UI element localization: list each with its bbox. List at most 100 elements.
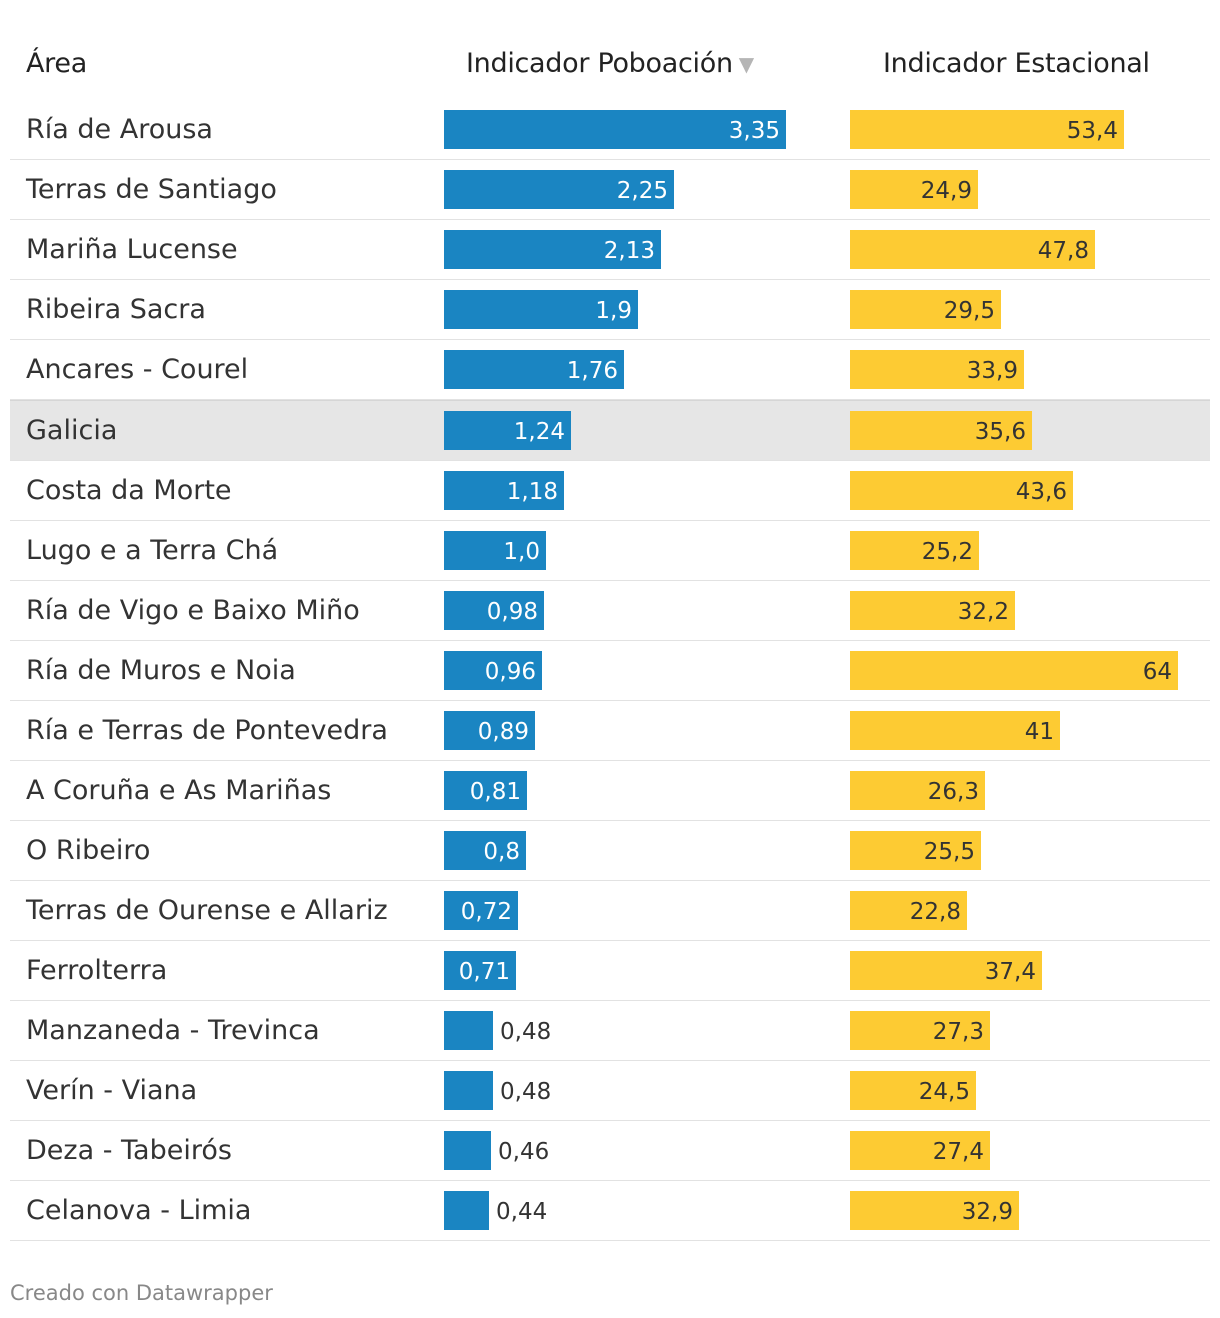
- table-row: Manzaneda - Trevinca 0,48 27,3: [10, 1001, 1210, 1061]
- poboacion-value-label: 0,48: [500, 1079, 552, 1105]
- estacional-bar: [850, 230, 1095, 269]
- table-row: Deza - Tabeirós 0,46 27,4: [10, 1121, 1210, 1181]
- column-header-area[interactable]: Área: [26, 48, 87, 79]
- estacional-bar: [850, 350, 1024, 389]
- estacional-value-label: 37,4: [984, 959, 1036, 985]
- poboacion-bar: [444, 591, 544, 630]
- poboacion-value-label: 1,9: [595, 298, 632, 324]
- poboacion-bar: [444, 1191, 489, 1230]
- poboacion-value-label: 1,0: [503, 539, 540, 565]
- area-name: Ría e Terras de Pontevedra: [26, 715, 388, 746]
- estacional-bar: [850, 411, 1032, 450]
- estacional-value-label: 24,9: [920, 178, 972, 204]
- table-row: Ribeira Sacra 1,9 29,5: [10, 280, 1210, 340]
- estacional-value-label: 32,2: [957, 599, 1009, 625]
- table-row: Mariña Lucense 2,13 47,8: [10, 220, 1210, 280]
- poboacion-bar: [444, 471, 564, 510]
- column-header-estacional[interactable]: Indicador Estacional: [883, 48, 1150, 79]
- table-row: Ancares - Courel 1,76 33,9: [10, 340, 1210, 400]
- poboacion-bar: [444, 350, 624, 389]
- estacional-value-label: 25,2: [921, 539, 973, 565]
- estacional-bar: [850, 1131, 990, 1170]
- poboacion-bar: [444, 1071, 493, 1110]
- estacional-value-label: 43,6: [1015, 479, 1067, 505]
- poboacion-value-label: 0,48: [500, 1019, 552, 1045]
- area-name: Ancares - Courel: [26, 354, 249, 385]
- table-row: Ría de Arousa 3,35 53,4: [10, 100, 1210, 160]
- estacional-value-label: 47,8: [1037, 238, 1089, 264]
- area-name: Terras de Ourense e Allariz: [26, 895, 388, 926]
- area-name: Verín - Viana: [26, 1075, 198, 1106]
- estacional-value-label: 35,6: [974, 419, 1026, 445]
- estacional-value-label: 26,3: [927, 779, 979, 805]
- poboacion-bar: [444, 110, 786, 149]
- poboacion-bar: [444, 651, 542, 690]
- poboacion-value-label: 1,24: [513, 419, 565, 445]
- poboacion-bar: [444, 831, 526, 870]
- estacional-value-label: 64: [1142, 659, 1172, 685]
- estacional-value-label: 24,5: [918, 1079, 970, 1105]
- estacional-value-label: 41: [1024, 719, 1054, 745]
- area-name: O Ribeiro: [26, 835, 151, 866]
- poboacion-bar: [444, 951, 516, 990]
- estacional-value-label: 25,5: [923, 839, 975, 865]
- poboacion-bar: [444, 170, 674, 209]
- table-row: Costa da Morte 1,18 43,6: [10, 461, 1210, 521]
- table-row: Galicia 1,24 35,6: [10, 400, 1210, 461]
- table-row: Terras de Ourense e Allariz 0,72 22,8: [10, 881, 1210, 941]
- table-row: Verín - Viana 0,48 24,5: [10, 1061, 1210, 1121]
- area-name: Lugo e a Terra Chá: [26, 535, 279, 566]
- estacional-bar: [850, 290, 1001, 329]
- poboacion-value-label: 0,72: [460, 899, 512, 925]
- area-name: Galicia: [26, 415, 118, 446]
- estacional-bar: [850, 531, 979, 570]
- area-name: Ría de Arousa: [26, 114, 213, 145]
- area-name: Terras de Santiago: [26, 174, 277, 205]
- poboacion-bar: [444, 711, 535, 750]
- poboacion-bar: [444, 230, 661, 269]
- poboacion-value-label: 0,44: [496, 1199, 548, 1225]
- poboacion-value-label: 0,96: [484, 659, 536, 685]
- estacional-value-label: 29,5: [943, 298, 995, 324]
- sort-descending-icon: ▼: [738, 52, 754, 76]
- poboacion-value-label: 3,35: [728, 118, 780, 144]
- poboacion-value-label: 0,81: [469, 779, 521, 805]
- poboacion-bar: [444, 891, 518, 930]
- estacional-value-label: 22,8: [909, 899, 961, 925]
- table-row: O Ribeiro 0,8 25,5: [10, 821, 1210, 881]
- estacional-value-label: 33,9: [966, 358, 1018, 384]
- poboacion-value-label: 0,71: [458, 959, 510, 985]
- poboacion-value-label: 1,18: [506, 479, 558, 505]
- datawrapper-credit: Creado con Datawrapper: [10, 1281, 273, 1305]
- estacional-bar: [850, 110, 1124, 149]
- poboacion-bar: [444, 1011, 493, 1050]
- area-name: Ría de Vigo e Baixo Miño: [26, 595, 360, 626]
- poboacion-bar: [444, 1131, 491, 1170]
- estacional-bar: [850, 951, 1042, 990]
- estacional-value-label: 53,4: [1066, 118, 1118, 144]
- poboacion-value-label: 0,8: [483, 839, 520, 865]
- area-name: A Coruña e As Mariñas: [26, 775, 332, 806]
- estacional-value-label: 27,3: [932, 1019, 984, 1045]
- table-row: A Coruña e As Mariñas 0,81 26,3: [10, 761, 1210, 821]
- area-name: Ferrolterra: [26, 955, 168, 986]
- table-row: Lugo e a Terra Chá 1,0 25,2: [10, 521, 1210, 581]
- poboacion-value-label: 1,76: [566, 358, 618, 384]
- area-name: Manzaneda - Trevinca: [26, 1015, 320, 1046]
- estacional-bar: [850, 1011, 990, 1050]
- area-name: Deza - Tabeirós: [26, 1135, 232, 1166]
- area-name: Ría de Muros e Noia: [26, 655, 296, 686]
- estacional-value-label: 27,4: [932, 1139, 984, 1165]
- poboacion-value-label: 0,89: [477, 719, 529, 745]
- estacional-bar: [850, 1071, 976, 1110]
- poboacion-bar: [444, 411, 571, 450]
- poboacion-bar: [444, 771, 527, 810]
- estacional-bar: [850, 1191, 1019, 1230]
- poboacion-bar: [444, 531, 546, 570]
- poboacion-value-label: 2,25: [616, 178, 668, 204]
- column-header-poboacion[interactable]: Indicador Poboación ▼: [466, 48, 754, 79]
- poboacion-value-label: 0,98: [486, 599, 538, 625]
- area-name: Mariña Lucense: [26, 234, 238, 265]
- estacional-bar: [850, 170, 978, 209]
- area-name: Ribeira Sacra: [26, 294, 206, 325]
